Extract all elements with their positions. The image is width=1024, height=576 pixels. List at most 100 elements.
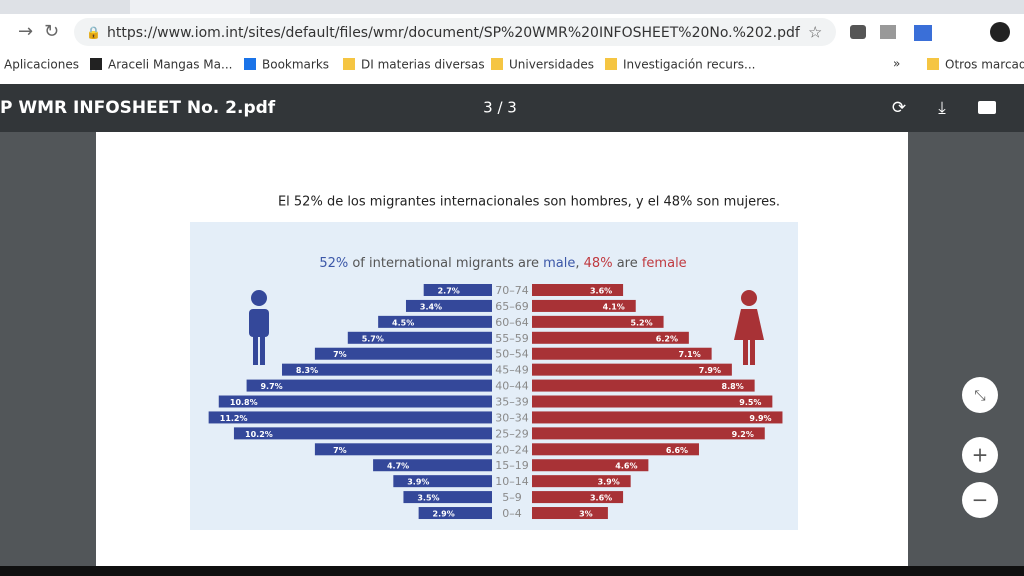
bar [378, 315, 492, 328]
title-part: are [613, 256, 642, 271]
bookmark[interactable]: Investigación recurs... [623, 58, 755, 72]
bar [418, 507, 492, 520]
bar [532, 284, 624, 296]
bar [532, 347, 712, 360]
value-label: 10.8% [230, 398, 258, 407]
value-label: 6.6% [666, 446, 688, 455]
age-label: 5–9 [502, 491, 522, 504]
chart-title: 52% of international migrants are male, … [319, 256, 686, 271]
title-part: 52% [319, 256, 348, 271]
bookmark[interactable]: Bookmarks [262, 58, 329, 72]
title-part: female [642, 256, 687, 271]
star-icon[interactable]: ☆ [808, 23, 822, 42]
bar [246, 379, 492, 392]
bookmark-icon [491, 58, 503, 70]
download-button[interactable]: ⤓ [938, 98, 946, 118]
print-button[interactable] [978, 101, 996, 114]
value-label: 3.9% [598, 478, 620, 487]
value-label: 3.5% [417, 494, 439, 503]
bar [423, 284, 492, 296]
value-label: 9.9% [749, 414, 771, 423]
value-label: 6.2% [656, 334, 678, 343]
value-label: 7% [333, 350, 347, 359]
age-label: 20–24 [495, 443, 529, 456]
bookmark-icon [343, 58, 355, 70]
value-label: 3.6% [590, 494, 612, 503]
pdf-toolbar [0, 84, 1024, 132]
bar [532, 491, 624, 504]
age-label: 55–59 [495, 332, 529, 345]
value-label: 4.6% [615, 462, 637, 471]
value-label: 9.5% [739, 398, 761, 407]
age-label: 0–4 [502, 507, 522, 520]
reload-button[interactable]: ↻ [44, 21, 59, 42]
value-label: 2.7% [438, 287, 460, 296]
bar [218, 395, 492, 408]
value-label: 4.1% [603, 302, 625, 311]
age-label: 45–49 [495, 364, 529, 377]
bar [282, 363, 492, 376]
bar [373, 459, 492, 472]
title-part: , [575, 256, 583, 271]
address-bar[interactable] [74, 18, 836, 46]
bar [314, 347, 492, 360]
ext-icon[interactable] [880, 25, 896, 39]
value-label: 5.7% [362, 334, 384, 343]
value-label: 4.7% [387, 462, 409, 471]
value-label: 4.5% [392, 318, 414, 327]
title-part: male [543, 256, 575, 271]
age-label: 40–44 [495, 380, 529, 393]
value-label: 3.4% [420, 302, 442, 311]
forward-button[interactable]: → [18, 21, 33, 42]
bookmark[interactable]: Otros marcado [945, 58, 1024, 72]
value-label: 7.1% [679, 350, 701, 359]
bookmark-icon [605, 58, 617, 70]
age-label: 10–14 [495, 475, 529, 488]
zoom-out-button[interactable] [962, 482, 998, 518]
female-icon [734, 290, 764, 365]
bar [532, 475, 631, 488]
bar [532, 395, 773, 408]
bookmark[interactable]: Universidades [509, 58, 594, 72]
fit-icon: ⤡ [974, 388, 985, 404]
bar [393, 475, 492, 488]
bar [347, 331, 492, 344]
zoom-in-icon: + [972, 443, 989, 467]
value-label: 2.9% [433, 510, 455, 519]
bookmark[interactable]: Araceli Mangas Ma... [108, 58, 232, 72]
ext-icon[interactable] [850, 25, 866, 39]
bar [532, 411, 783, 424]
lock-icon: 🔒 [86, 26, 101, 40]
fit-button[interactable] [962, 377, 998, 413]
zoom-in-button[interactable] [962, 437, 998, 473]
profile-icon[interactable] [990, 22, 1010, 42]
age-label: 35–39 [495, 396, 529, 409]
bar [532, 315, 664, 328]
bookmark-icon [90, 58, 102, 70]
value-label: 11.2% [220, 414, 248, 423]
tab[interactable] [130, 0, 250, 14]
value-label: 7.9% [699, 366, 721, 375]
age-label: 70–74 [495, 284, 529, 297]
age-label: 25–29 [495, 427, 529, 440]
bar [532, 379, 755, 392]
value-label: 3% [579, 510, 593, 519]
page-indicator: 3 / 3 [483, 99, 517, 117]
chart-bg [190, 222, 798, 530]
bar [532, 507, 608, 520]
male-icon [249, 290, 269, 365]
bar [403, 491, 492, 504]
bookmark[interactable]: Aplicaciones [4, 58, 79, 72]
rotate-button[interactable]: ⟳ [892, 98, 906, 118]
value-label: 10.2% [245, 430, 273, 439]
ext-icon[interactable] [914, 25, 932, 41]
bookmark[interactable]: DI materias diversas [361, 58, 485, 72]
more-bookmarks[interactable]: » [893, 57, 900, 71]
taskbar [0, 566, 1024, 576]
bar [532, 299, 636, 312]
zoom-out-icon: − [972, 488, 989, 512]
bar [532, 459, 649, 472]
bar [532, 363, 732, 376]
